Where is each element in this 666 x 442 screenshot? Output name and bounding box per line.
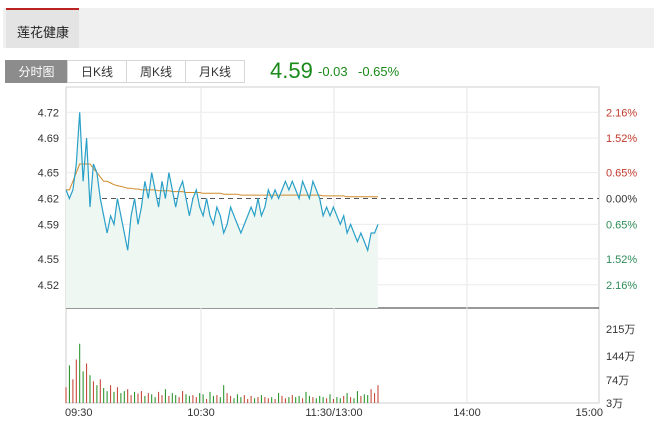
x-axis-label: 14:00 bbox=[453, 407, 481, 419]
chart-period-tabs: 分时图 日K线 周K线 月K线 bbox=[5, 60, 245, 83]
y-axis-left-label: 4.62 bbox=[38, 194, 59, 206]
y-axis-left-label: 4.52 bbox=[38, 280, 59, 292]
x-axis-label: 11:30/13:00 bbox=[305, 407, 362, 419]
volume-axis-label: 3万 bbox=[606, 398, 623, 410]
stock-name-tab[interactable]: 莲花健康 bbox=[6, 8, 79, 48]
tab-weekly-k[interactable]: 周K线 bbox=[126, 60, 186, 83]
price-area bbox=[66, 112, 378, 308]
y-axis-left-label: 4.59 bbox=[38, 219, 59, 231]
x-axis-label: 09:30 bbox=[65, 407, 93, 419]
y-axis-right-label: 2.16% bbox=[606, 107, 637, 119]
x-axis-label: 10:30 bbox=[187, 407, 215, 419]
y-axis-left-label: 4.69 bbox=[38, 133, 59, 145]
y-axis-right-label: 0.65% bbox=[606, 168, 637, 180]
y-axis-right-label: 1.52% bbox=[606, 133, 637, 145]
volume-axis-label: 74万 bbox=[606, 375, 629, 387]
volume-axis-label: 144万 bbox=[606, 351, 635, 363]
title-bar bbox=[3, 8, 654, 48]
y-axis-left-label: 4.72 bbox=[38, 107, 59, 119]
stock-name: 莲花健康 bbox=[17, 25, 70, 40]
price-line bbox=[65, 112, 379, 253]
y-axis-right-label: 1.52% bbox=[606, 254, 637, 266]
y-axis-right-label: 0.65% bbox=[606, 219, 637, 231]
avg-price-line bbox=[66, 163, 378, 198]
price-change-pct: -0.65% bbox=[358, 64, 400, 79]
y-axis-left-label: 4.55 bbox=[38, 254, 59, 266]
price-change: -0.03 bbox=[318, 64, 348, 79]
tab-monthly-k[interactable]: 月K线 bbox=[185, 60, 245, 83]
y-axis-right-label: 0.00% bbox=[606, 194, 637, 206]
last-price: 4.59 bbox=[270, 58, 313, 83]
y-axis-left-label: 4.65 bbox=[38, 168, 59, 180]
y-axis-right-label: 2.16% bbox=[606, 280, 637, 292]
x-axis-label: 15:00 bbox=[575, 407, 603, 419]
volume-axis-label: 215万 bbox=[606, 324, 635, 336]
